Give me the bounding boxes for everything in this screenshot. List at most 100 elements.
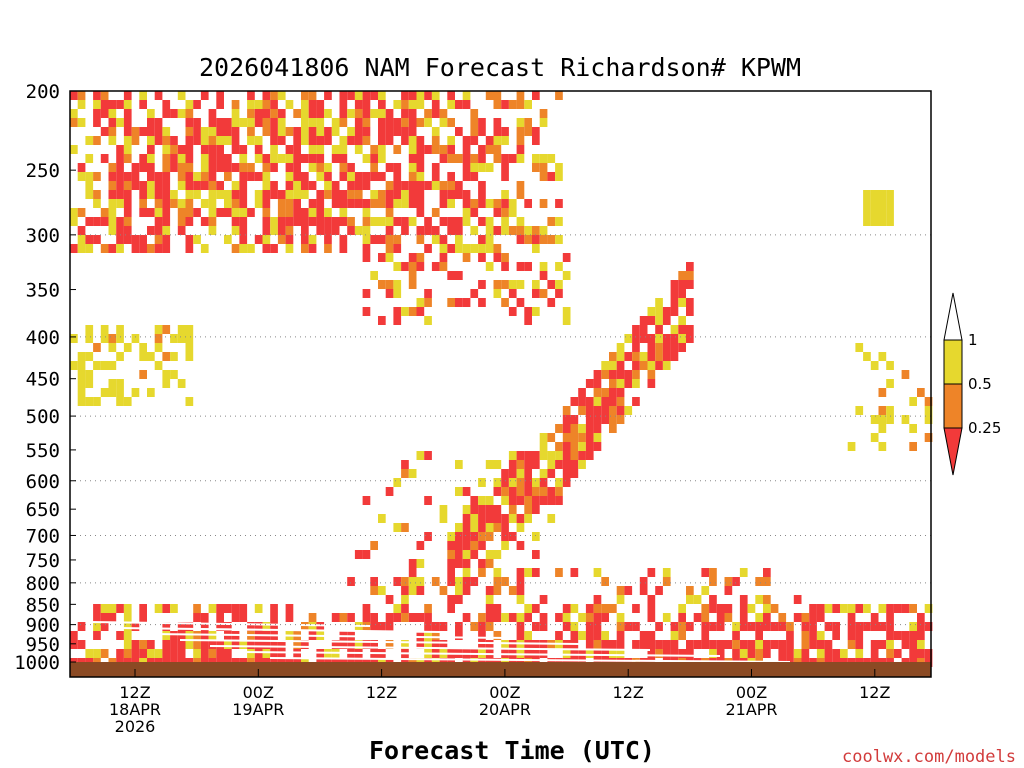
heatmap-cell [270, 145, 278, 154]
heatmap-cell [431, 235, 440, 244]
heatmap-cell [108, 118, 117, 127]
y-tick-label: 200 [26, 81, 60, 103]
heatmap-cell [455, 586, 463, 595]
heatmap-cell [354, 91, 363, 100]
heatmap-cell [547, 451, 556, 460]
heatmap-cell [200, 181, 209, 190]
heatmap-cell [609, 649, 617, 658]
heatmap-cell [501, 136, 509, 145]
heatmap-cell [247, 649, 255, 658]
heatmap-cell [293, 172, 301, 181]
chart-title: 2026041806 NAM Forecast Richardson# KPWM [199, 53, 801, 82]
heatmap-cell [493, 226, 502, 235]
heatmap-cell [732, 577, 740, 586]
heatmap-cell [193, 604, 201, 613]
y-tick-label: 550 [26, 440, 60, 462]
heatmap-cell [177, 325, 186, 334]
heatmap-cell [470, 505, 479, 514]
heatmap-cell [401, 199, 409, 208]
heatmap-cell [593, 370, 602, 379]
heatmap-cell [193, 613, 201, 622]
heatmap-cell [493, 604, 502, 613]
heatmap-cell [886, 190, 894, 199]
heatmap-cell [85, 172, 94, 181]
heatmap-cell [478, 622, 486, 631]
heatmap-cell [547, 487, 556, 496]
heatmap-cell [439, 217, 448, 226]
heatmap-cell [254, 136, 263, 145]
heatmap-cell [462, 154, 471, 163]
heatmap-cell [385, 181, 394, 190]
heatmap-cell [686, 271, 694, 280]
heatmap-cell [555, 280, 563, 289]
heatmap-cell [670, 343, 679, 352]
heatmap-cell [470, 163, 479, 172]
heatmap-cell [493, 244, 502, 253]
heatmap-cell [585, 604, 594, 613]
heatmap-cell [539, 271, 548, 280]
heatmap-cell [77, 640, 86, 649]
x-tick-label: 00Z [736, 683, 767, 702]
heatmap-cell [455, 190, 463, 199]
heatmap-cell [886, 631, 894, 640]
heatmap-cell [508, 289, 517, 298]
heatmap-cell [616, 406, 625, 415]
heatmap-cell [716, 613, 725, 622]
heatmap-cell [547, 217, 556, 226]
heatmap-cell [901, 640, 910, 649]
color-legend: 1 0.5 0.25 [943, 292, 1001, 476]
heatmap-cell [162, 208, 171, 217]
heatmap-cell [224, 118, 232, 127]
heatmap-cell [308, 154, 317, 163]
heatmap-cell [416, 559, 425, 568]
heatmap-cell [485, 199, 494, 208]
heatmap-cell [385, 217, 394, 226]
heatmap-cell [93, 604, 101, 613]
heatmap-cell [70, 640, 78, 649]
heatmap-cell [270, 604, 278, 613]
heatmap-cell [755, 649, 763, 658]
heatmap-cell [439, 586, 448, 595]
heatmap-cell [863, 190, 871, 199]
x-tick-label: 00Z [243, 683, 274, 702]
heatmap-cell [447, 199, 455, 208]
heatmap-cell [354, 226, 363, 235]
heatmap-cell [878, 208, 887, 217]
heatmap-cell [870, 415, 879, 424]
heatmap-cell [200, 136, 209, 145]
heatmap-cell [639, 577, 648, 586]
heatmap-cell [485, 235, 494, 244]
heatmap-cell [924, 604, 933, 613]
heatmap-cell [170, 136, 178, 145]
heatmap-cell [316, 118, 325, 127]
heatmap-cell [308, 235, 317, 244]
heatmap-cell [154, 127, 163, 136]
heatmap-cell [462, 100, 471, 109]
heatmap-cell [624, 586, 633, 595]
heatmap-cell [331, 145, 340, 154]
heatmap-cell [493, 550, 502, 559]
heatmap-cell [100, 91, 109, 100]
heatmap-cell [547, 460, 556, 469]
heatmap-cell [131, 388, 140, 397]
heatmap-cell [293, 154, 301, 163]
heatmap-cell [532, 604, 540, 613]
heatmap-cell [70, 208, 78, 217]
heatmap-cell [778, 613, 787, 622]
heatmap-cell [855, 649, 864, 658]
heatmap-cell [139, 163, 147, 172]
heatmap-cell [439, 109, 448, 118]
heatmap-cell [231, 217, 240, 226]
heatmap-cell [408, 136, 417, 145]
heatmap-cell [578, 433, 586, 442]
legend-label-0.5: 0.5 [968, 375, 992, 393]
heatmap-cell [116, 163, 124, 172]
heatmap-cell [293, 649, 301, 658]
heatmap-cell [824, 649, 833, 658]
heatmap-cell [824, 640, 833, 649]
heatmap-cell [362, 127, 371, 136]
heatmap-cell [447, 532, 455, 541]
heatmap-cell [431, 622, 440, 631]
heatmap-cell [793, 613, 802, 622]
heatmap-cell [878, 640, 887, 649]
